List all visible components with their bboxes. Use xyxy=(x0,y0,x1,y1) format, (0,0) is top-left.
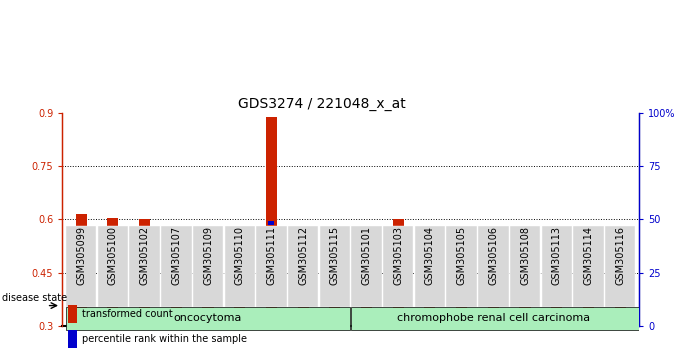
FancyBboxPatch shape xyxy=(225,226,255,307)
Text: GSM305106: GSM305106 xyxy=(489,226,498,285)
FancyBboxPatch shape xyxy=(574,226,604,307)
Bar xyxy=(330,230,341,326)
FancyBboxPatch shape xyxy=(542,226,572,307)
FancyBboxPatch shape xyxy=(193,226,223,307)
FancyBboxPatch shape xyxy=(415,226,445,307)
Text: GSM305108: GSM305108 xyxy=(520,226,530,285)
Bar xyxy=(68,305,77,323)
Bar xyxy=(395,252,401,257)
Bar xyxy=(139,219,150,326)
Text: GSM305104: GSM305104 xyxy=(425,226,435,285)
FancyBboxPatch shape xyxy=(161,226,191,307)
Text: GSM305100: GSM305100 xyxy=(108,226,118,285)
Text: chromophobe renal cell carcinoma: chromophobe renal cell carcinoma xyxy=(397,313,590,323)
Bar xyxy=(427,267,433,272)
Bar xyxy=(78,251,84,256)
Text: GSM305102: GSM305102 xyxy=(140,226,150,285)
Text: GSM305112: GSM305112 xyxy=(298,226,308,285)
Bar xyxy=(300,256,306,261)
Text: GSM305109: GSM305109 xyxy=(203,226,213,285)
Text: GSM305113: GSM305113 xyxy=(551,226,562,285)
Bar xyxy=(520,244,531,326)
Bar xyxy=(75,214,87,326)
FancyBboxPatch shape xyxy=(320,226,350,307)
Bar xyxy=(614,228,626,326)
Text: percentile rank within the sample: percentile rank within the sample xyxy=(82,334,247,344)
Text: GSM305116: GSM305116 xyxy=(615,226,625,285)
Bar xyxy=(173,256,180,261)
FancyBboxPatch shape xyxy=(383,226,413,307)
FancyBboxPatch shape xyxy=(129,226,160,307)
Bar xyxy=(456,276,467,326)
Bar xyxy=(110,251,116,256)
Bar xyxy=(237,256,243,261)
Bar xyxy=(234,230,245,326)
Text: GSM305111: GSM305111 xyxy=(267,226,276,285)
FancyBboxPatch shape xyxy=(510,226,540,307)
Text: GSM305107: GSM305107 xyxy=(171,226,181,285)
Bar xyxy=(361,267,372,326)
Text: GSM305101: GSM305101 xyxy=(361,226,372,285)
Bar xyxy=(202,246,214,326)
Bar xyxy=(266,117,277,326)
Text: disease state: disease state xyxy=(1,292,67,303)
Text: GSM305110: GSM305110 xyxy=(235,226,245,285)
Bar xyxy=(268,221,274,225)
Bar xyxy=(551,267,562,326)
Bar xyxy=(298,239,309,326)
Text: GSM305099: GSM305099 xyxy=(76,226,86,285)
Bar xyxy=(522,256,528,261)
FancyBboxPatch shape xyxy=(66,307,350,330)
Bar xyxy=(488,294,499,326)
Bar xyxy=(171,244,182,326)
FancyBboxPatch shape xyxy=(66,226,97,307)
FancyBboxPatch shape xyxy=(288,226,319,307)
Bar xyxy=(424,271,435,326)
FancyBboxPatch shape xyxy=(351,307,639,330)
Bar xyxy=(332,256,338,261)
FancyBboxPatch shape xyxy=(446,226,477,307)
Bar xyxy=(363,259,370,264)
Title: GDS3274 / 221048_x_at: GDS3274 / 221048_x_at xyxy=(238,97,406,111)
Bar xyxy=(392,219,404,326)
Bar xyxy=(585,268,591,273)
FancyBboxPatch shape xyxy=(256,226,287,307)
Text: GSM305114: GSM305114 xyxy=(583,226,594,285)
Bar xyxy=(583,273,594,326)
FancyBboxPatch shape xyxy=(351,226,381,307)
Bar xyxy=(459,270,464,275)
Bar xyxy=(142,252,148,257)
Text: GSM305103: GSM305103 xyxy=(393,226,404,285)
FancyBboxPatch shape xyxy=(478,226,509,307)
Text: oncocytoma: oncocytoma xyxy=(174,313,243,323)
Text: transformed count: transformed count xyxy=(82,309,173,319)
Text: GSM305105: GSM305105 xyxy=(457,226,466,285)
FancyBboxPatch shape xyxy=(605,226,635,307)
Bar xyxy=(107,218,118,326)
Bar xyxy=(553,267,560,272)
Bar xyxy=(68,330,77,348)
Bar xyxy=(491,274,496,279)
Bar xyxy=(617,256,623,261)
Text: GSM305115: GSM305115 xyxy=(330,226,340,285)
Bar xyxy=(205,258,211,263)
FancyBboxPatch shape xyxy=(97,226,128,307)
